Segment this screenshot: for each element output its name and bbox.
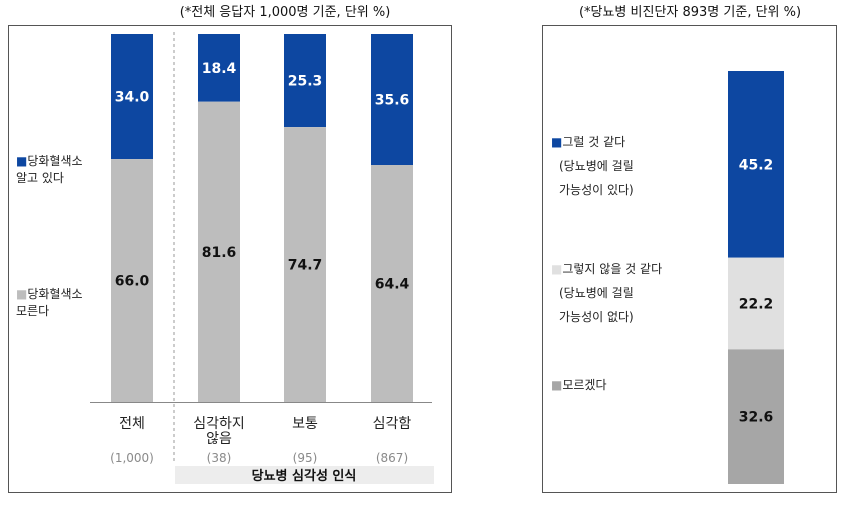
right-data-label-0: 45.2 — [739, 157, 774, 173]
left-chart-note: (*전체 응답자 1,000명 기준, 단위 %) — [180, 5, 391, 20]
right-legend-item-2: ■모르겠다 — [551, 378, 607, 392]
group-label: 당뇨병 심각성 인식 — [252, 468, 357, 484]
bar-segment-dont-know-3 — [371, 165, 413, 402]
bar-segment-know-3 — [371, 34, 413, 166]
right-bar-segment-0 — [728, 71, 784, 258]
right-legend-item-1: ■그렇지 않을 것 같다 (당뇨병에 걸릴 가능성이 없다) — [551, 261, 662, 324]
bar-segment-dont-know-0 — [111, 159, 153, 402]
right-data-label-2: 32.6 — [739, 410, 774, 426]
category-label-2: 보통 — [292, 416, 318, 432]
right-chart-panel — [542, 25, 837, 493]
data-label-dont-know-1: 81.6 — [202, 245, 237, 261]
group-label-band — [175, 466, 434, 484]
right-bars: 45.2 22.2 32.6 — [728, 71, 784, 484]
category-label-3: 심각함 — [373, 416, 412, 432]
count-label-3: (867) — [376, 451, 408, 465]
right-legend-item-0: ■그럴 것 같다 (당뇨병에 걸릴 가능성이 있다) — [551, 135, 634, 197]
category-label-0: 전체 — [119, 416, 145, 432]
data-label-dont-know-3: 64.4 — [375, 277, 410, 293]
count-label-0: (1,000) — [110, 451, 154, 465]
data-label-know-3: 35.6 — [375, 93, 410, 109]
bar-segment-know-2 — [284, 34, 326, 128]
left-category-labels: 전체 (1,000) 심각하지 않음 (38) 보통 (95) 심각함 (867) — [110, 416, 411, 465]
bar-segment-dont-know-1 — [198, 101, 240, 402]
left-legend: ■당화혈색소 알고 있다 ■당화혈색소 모른다 — [16, 154, 83, 318]
left-bars: 34.0 66.0 18.4 81.6 25.3 74.7 35.6 64.4 — [90, 34, 432, 403]
right-bar-segment-2 — [728, 349, 784, 484]
legend-item-0: ■당화혈색소 알고 있다 — [16, 154, 83, 185]
data-label-dont-know-2: 74.7 — [288, 258, 323, 274]
count-label-1: (38) — [207, 451, 232, 465]
data-label-know-2: 25.3 — [288, 74, 323, 90]
data-label-know-1: 18.4 — [202, 61, 237, 77]
category-label-1: 심각하지 않음 — [193, 416, 245, 447]
bar-segment-dont-know-2 — [284, 127, 326, 402]
data-label-dont-know-0: 66.0 — [115, 274, 150, 290]
legend-item-1: ■당화혈색소 모른다 — [16, 287, 83, 318]
right-chart-note: (*당뇨병 비진단자 893명 기준, 단위 %) — [579, 5, 801, 20]
data-label-know-0: 34.0 — [115, 90, 150, 106]
bar-segment-know-1 — [198, 34, 240, 102]
count-label-2: (95) — [293, 451, 318, 465]
bar-segment-know-0 — [111, 34, 153, 160]
right-bar-segment-1 — [728, 257, 784, 350]
right-data-label-1: 22.2 — [739, 297, 774, 313]
right-legend: ■그럴 것 같다 (당뇨병에 걸릴 가능성이 있다) ■그렇지 않을 것 같다 (당뇨병… — [551, 135, 662, 392]
